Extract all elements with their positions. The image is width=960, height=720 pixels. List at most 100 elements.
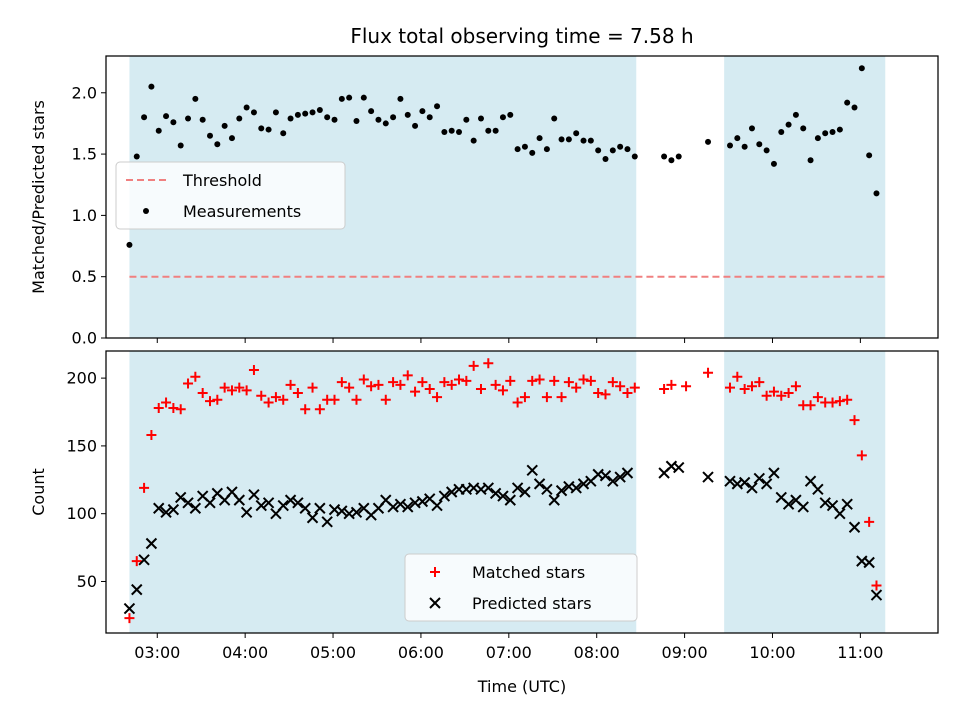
matched-stars-point (366, 381, 377, 392)
measurements-point (558, 136, 565, 143)
measurements-point (675, 153, 682, 160)
measurements-point (448, 127, 455, 134)
matched-stars-point (461, 375, 472, 386)
observing-interval-1 (724, 351, 886, 633)
matched-stars-point (600, 389, 611, 400)
matched-stars-point (153, 402, 164, 413)
matched-stars-point (226, 385, 237, 396)
predicted-stars-point (782, 498, 795, 510)
matched-stars-point (497, 385, 508, 396)
predicted-stars-point (255, 499, 267, 512)
measurements-point (353, 117, 360, 124)
x-tick-label: 08:00 (574, 643, 620, 662)
matched-stars-point (285, 379, 296, 390)
matched-stars-point (344, 382, 355, 393)
measurements-point (456, 129, 463, 136)
matched-stars-point (761, 390, 772, 401)
legend-box (115, 161, 346, 230)
measurements-point (287, 115, 294, 122)
matched-stars-point (395, 379, 406, 390)
y-tick-label: 1.0 (72, 206, 97, 225)
predicted-stars-point (738, 476, 751, 489)
matched-stars-point (864, 516, 875, 527)
matched-stars-point (776, 390, 787, 401)
predicted-stars-point (314, 502, 326, 514)
measurements-point (617, 143, 624, 150)
measurements-point (148, 83, 155, 90)
matched-stars-point (754, 377, 765, 388)
predicted-stars-point (511, 482, 524, 494)
predicted-stars-point (321, 516, 333, 528)
matched-stars-point (849, 415, 860, 426)
matched-stars-point (541, 392, 552, 403)
predicted-stars-point (204, 497, 216, 509)
x-tick-label: 03:00 (134, 643, 180, 662)
measurements-point (573, 130, 580, 137)
matched-stars-point (424, 383, 435, 394)
matched-stars-point (805, 400, 816, 411)
matched-stars-point (314, 404, 325, 415)
measurements-point (543, 146, 550, 153)
predicted-stars-point (863, 556, 875, 569)
y-tick-label: 1.5 (72, 145, 97, 164)
predicted-stars-point (673, 461, 685, 474)
measurements-point (185, 115, 192, 122)
matched-stars-point (578, 374, 589, 385)
matched-stars-point (563, 377, 574, 388)
matched-stars-point (292, 388, 303, 399)
matched-stars-point (856, 450, 867, 461)
matched-stars-point (783, 388, 794, 399)
predicted-stars-point (394, 498, 407, 510)
matched-stars-point (358, 374, 369, 385)
measurements-point (829, 129, 836, 136)
ratio-legend: Threshold Measurements (115, 161, 346, 230)
measurements-point (280, 130, 287, 137)
matched-stars-point (622, 388, 633, 399)
measurements-point (609, 147, 616, 154)
measurements-point (492, 127, 499, 134)
matched-stars-point (549, 375, 560, 386)
measurements-point (814, 135, 821, 142)
matched-stars-point (827, 397, 838, 408)
matched-stars-point (263, 397, 274, 408)
measurements-point (763, 147, 770, 154)
measurements-point (294, 111, 301, 118)
matched-stars-point (842, 394, 853, 405)
matched-stars-point (131, 556, 142, 567)
matched-stars-point (666, 379, 677, 390)
predicted-stars-point (123, 602, 136, 615)
measurements-point (434, 103, 441, 110)
matched-stars-point (388, 377, 399, 388)
measurements-point (499, 114, 506, 121)
measurements-point (236, 115, 243, 122)
measurements-point (792, 111, 799, 118)
measurements-point (126, 241, 133, 248)
matched-stars-point (505, 375, 516, 386)
observing-interval-1 (724, 56, 886, 338)
predicted-stars-point (870, 589, 883, 601)
measurements-point (485, 127, 492, 134)
predicted-stars-point (621, 467, 634, 479)
matched-stars-point (307, 382, 318, 393)
measurements-point (734, 135, 741, 142)
matched-stars-point (183, 378, 194, 389)
predicted-stars-point (292, 497, 304, 509)
measurements-point (587, 137, 594, 144)
predicted-stars-point (548, 494, 560, 506)
predicted-stars-point (555, 484, 568, 497)
predicted-stars-point (174, 491, 187, 504)
measurements-point (302, 110, 309, 117)
measurements-point (705, 138, 712, 145)
matched-stars-point (659, 383, 670, 394)
measurements-point (463, 116, 470, 123)
predicted-stars-point (438, 490, 451, 502)
x-tick-label: 05:00 (310, 643, 356, 662)
matched-stars-point (146, 430, 157, 441)
measurements-point (214, 141, 221, 148)
measurements-point (668, 157, 675, 164)
predicted-stars-point (262, 497, 275, 509)
ratio-y-axis-label: Matched/Predicted stars (29, 100, 48, 294)
matched-stars-point (175, 404, 186, 415)
measurements-point (397, 95, 404, 102)
predicted-stars-point (160, 506, 172, 519)
